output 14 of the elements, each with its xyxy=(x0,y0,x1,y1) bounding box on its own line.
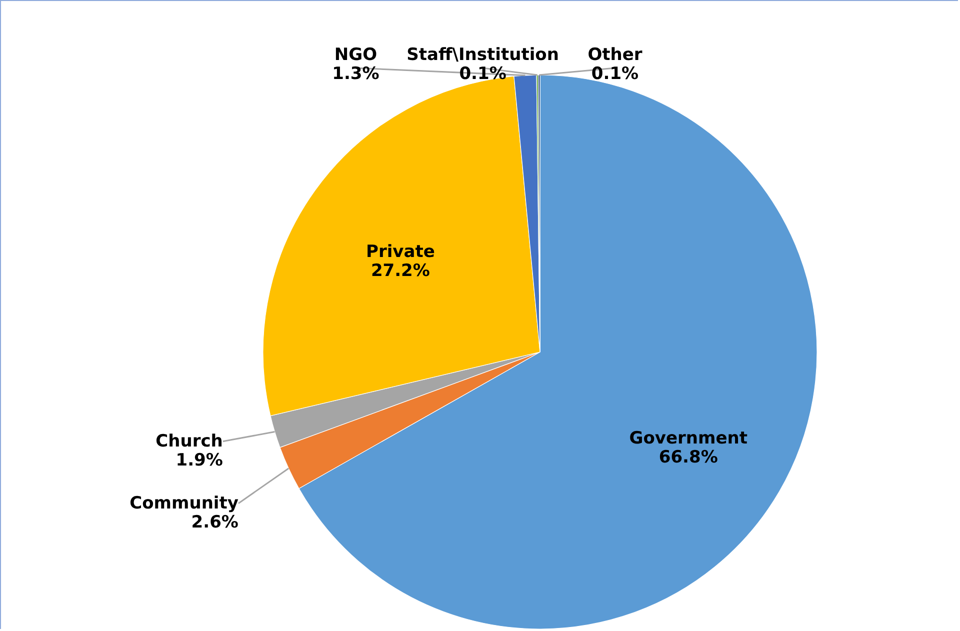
data-label: 0.1% xyxy=(459,64,506,84)
slice-label: Private xyxy=(366,242,435,262)
slice-label: Staff\Institution xyxy=(406,45,559,65)
slice-label: NGO xyxy=(334,45,378,65)
data-label: 1.3% xyxy=(332,64,380,84)
data-label: 66.8% xyxy=(658,447,718,468)
data-label: 0.1% xyxy=(591,64,639,84)
slice-label: Government xyxy=(629,428,748,448)
data-label: 2.6% xyxy=(191,512,238,532)
slice-label: Other xyxy=(588,45,643,65)
slice-label: Church xyxy=(156,431,223,452)
data-label: 27.2% xyxy=(370,260,430,281)
data-label: 1.9% xyxy=(176,450,223,470)
slice-label: Community xyxy=(130,493,238,514)
